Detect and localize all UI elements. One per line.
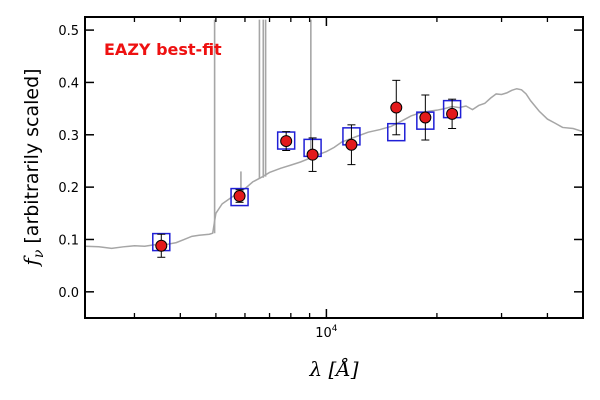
y-tick-label: 0.2 <box>58 181 79 196</box>
x-tick-label: 104 <box>315 324 338 341</box>
observed-point <box>155 239 168 252</box>
y-axis-title: fν [arbitrarily scaled] <box>19 68 47 267</box>
plot-frame <box>84 16 584 319</box>
observed-point <box>419 111 432 124</box>
observed-point <box>345 138 358 151</box>
annotation-label: EAZY best-fit <box>104 40 222 59</box>
observed-point <box>446 107 459 120</box>
observed-point <box>390 101 403 114</box>
observed-point <box>233 190 246 203</box>
y-tick-label: 0.1 <box>58 233 79 248</box>
model-photometry-box <box>230 187 249 207</box>
tick-layer: 0.0 0.1 0.2 0.3 0.4 0.5 104 <box>58 17 583 341</box>
y-tick-label: 0.5 <box>58 24 79 39</box>
observed-point <box>306 148 319 161</box>
y-tick-label: 0.3 <box>58 129 79 144</box>
x-axis-title: λ [Å] <box>308 356 358 381</box>
y-tick-label: 0.0 <box>58 286 79 301</box>
y-tick-label: 0.4 <box>58 76 79 91</box>
observed-photometry-layer <box>155 79 459 258</box>
observed-point <box>280 135 293 148</box>
